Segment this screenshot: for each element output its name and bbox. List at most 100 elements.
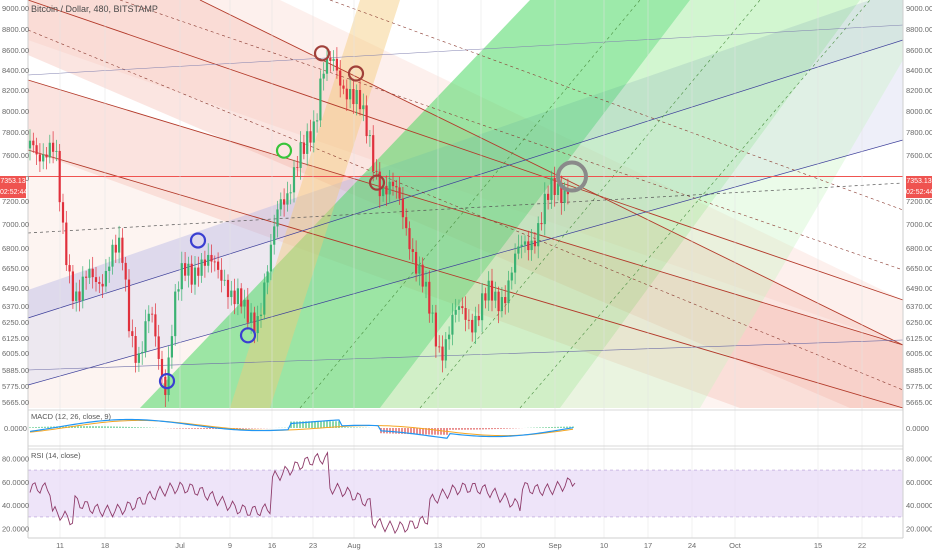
candle-body: [378, 171, 381, 197]
candle-body: [94, 277, 98, 283]
macd-hist-bar: [560, 426, 562, 428]
candle-body: [240, 288, 243, 307]
green-band-light: [380, 0, 860, 408]
candle-body: [500, 297, 503, 312]
price-tick-right: 8600.00: [906, 46, 932, 55]
green-band-main: [140, 0, 690, 408]
red-midline: [27, 29, 904, 391]
candle-body: [101, 283, 104, 287]
price-tick-right: 7200.00: [906, 197, 932, 206]
candle-body: [487, 280, 490, 301]
candle-body: [137, 353, 140, 363]
macd-hist-bar: [455, 428, 457, 430]
macd-signal-line: [29, 419, 574, 437]
candle-body: [408, 228, 411, 250]
macd-hist-bar: [80, 426, 82, 428]
countdown-badge-left: 02:52:44: [0, 187, 28, 198]
price-tick-left: 6490.00: [2, 284, 29, 293]
time-tick: 17: [644, 541, 652, 550]
candle-body: [190, 263, 193, 285]
rsi-pane: [28, 448, 903, 535]
macd-hist-bar: [122, 426, 124, 428]
macd-hist-bar: [146, 427, 148, 428]
candle-body: [345, 88, 348, 100]
candle-body: [250, 312, 253, 323]
macd-hist-bar: [110, 426, 112, 428]
candle-body: [263, 282, 266, 315]
macd-hist-bar: [29, 427, 31, 428]
macd-hist-bar: [476, 428, 478, 430]
candle-body: [108, 266, 111, 271]
macd-hist-bar: [206, 428, 208, 429]
green-midline: [419, 0, 761, 409]
macd-hist-bar: [197, 428, 199, 429]
candle-body: [365, 105, 368, 137]
candle-body: [210, 254, 213, 262]
candle-body: [151, 313, 154, 315]
macd-hist-bar: [47, 426, 49, 428]
candle-body: [174, 291, 177, 337]
candle-body: [170, 336, 173, 358]
candle-body: [81, 276, 84, 301]
candle-body: [226, 279, 230, 298]
macd-hist-bar: [536, 427, 538, 428]
macd-hist-bar: [137, 427, 139, 428]
macd-hist-bar: [395, 428, 397, 434]
rsi-tick-right: 20.0000: [906, 525, 932, 534]
candle-body: [28, 140, 32, 149]
macd-hist-bar: [338, 421, 340, 428]
candle-body: [438, 346, 441, 348]
macd-hist-bar: [35, 427, 37, 428]
macd-hist-bar: [116, 426, 118, 428]
macd-hist-bar: [317, 421, 319, 428]
candle-body: [35, 145, 38, 155]
candle-body: [490, 280, 494, 301]
macd-hist-bar: [551, 426, 553, 428]
candle-body: [322, 73, 325, 79]
macd-hist-bar: [89, 426, 91, 428]
candle-body: [233, 290, 236, 305]
macd-hist-bar: [497, 428, 499, 429]
macd-hist-bar: [194, 428, 196, 429]
price-tick-left: 5775.00: [2, 382, 29, 391]
price-tick-left: 7800.00: [2, 128, 29, 137]
candle-body: [431, 312, 434, 314]
candle-body: [91, 268, 94, 278]
candle-body: [286, 193, 289, 205]
candle-body: [411, 249, 414, 252]
annotation-circle-blue: [189, 232, 207, 249]
macd-hist-bar: [86, 426, 88, 428]
candle-body: [395, 186, 398, 188]
price-tick-right: 6650.00: [906, 264, 932, 273]
time-tick: Sep: [548, 541, 561, 550]
macd-hist-bar: [185, 428, 187, 429]
candle-body: [52, 142, 55, 152]
macd-hist-bar: [41, 426, 43, 428]
candle-body: [464, 308, 467, 320]
rsi-tick-left: 40.0000: [2, 501, 29, 510]
macd-hist-bar: [467, 428, 469, 430]
candle-body: [253, 312, 256, 334]
candle-body: [273, 226, 276, 245]
macd-line: [29, 418, 574, 439]
macd-hist-bar: [296, 421, 298, 428]
time-tick: 15: [814, 541, 822, 550]
annotation-circle-brown: [313, 45, 331, 62]
candle-body: [421, 264, 424, 287]
macd-hist-bar: [461, 428, 463, 430]
price-tick-right: 5775.00: [906, 382, 932, 391]
candle-body: [167, 357, 170, 396]
candle-body: [187, 263, 190, 276]
macd-pane: [28, 409, 903, 447]
time-tick: 9: [228, 541, 232, 550]
macd-hist-bar: [509, 428, 511, 429]
price-tick-left: 6370.00: [2, 302, 29, 311]
macd-hist-bar: [428, 428, 430, 435]
annotation-circle-gray: [556, 160, 588, 193]
macd-hist-bar: [95, 426, 97, 428]
candle-body: [292, 167, 296, 193]
macd-hist-bar: [488, 428, 490, 430]
macd-hist-bar: [407, 428, 409, 435]
candle-body: [385, 185, 388, 195]
